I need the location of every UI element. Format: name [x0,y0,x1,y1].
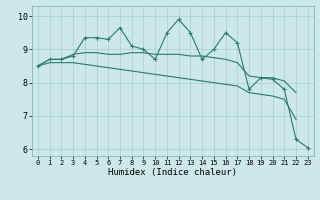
X-axis label: Humidex (Indice chaleur): Humidex (Indice chaleur) [108,168,237,177]
